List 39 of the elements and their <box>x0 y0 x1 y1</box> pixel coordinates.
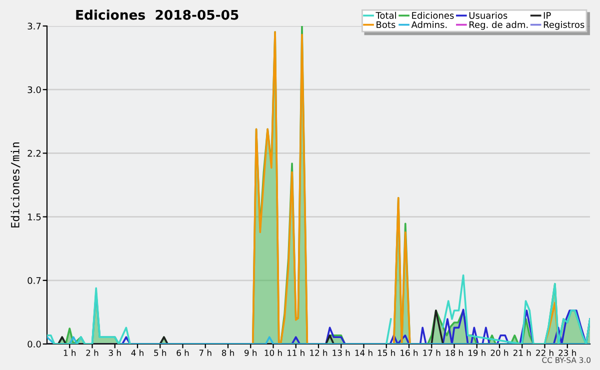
x-tick-label: 4 h <box>131 350 144 356</box>
x-tick-label: 2 h <box>86 350 98 356</box>
x-tick-label: 17 h <box>423 350 440 356</box>
legend-label: Bots <box>376 21 396 28</box>
x-tick-label: 18 h <box>446 350 463 356</box>
y-tick-label: 3.0 <box>28 86 41 94</box>
x-tick-label: 23 h <box>558 350 576 356</box>
chart-title: Ediciones 2018-05-05 <box>76 10 238 20</box>
x-tick-label: 19 h <box>468 350 486 356</box>
x-tick-label: 1 h <box>64 350 76 356</box>
y-tick-label: 2.2 <box>28 150 41 157</box>
legend-label: Ediciones <box>412 12 454 19</box>
x-tick-label: 12 h <box>310 350 328 356</box>
x-tick-label: 16 h <box>400 350 418 356</box>
x-tick-label: 9 h <box>244 350 257 356</box>
y-tick-label: 3.7 <box>28 22 41 30</box>
x-tick-label: 7 h <box>199 350 212 356</box>
legend-label: IP <box>544 12 551 19</box>
y-tick-label: 0.7 <box>28 277 41 284</box>
x-tick-label: 15 h <box>378 350 395 356</box>
x-tick-label: 22 h <box>536 350 554 356</box>
x-tick-label: 6 h <box>176 350 189 356</box>
y-tick-label: 0.0 <box>28 340 41 348</box>
x-tick-label: 8 h <box>222 350 234 356</box>
y-axis-title: Ediciones/min <box>10 142 20 228</box>
y-tick-label: 1.5 <box>28 214 41 220</box>
x-tick-label: 13 h <box>332 350 350 356</box>
legend-label: Usuarios <box>469 12 508 19</box>
x-tick-label: 3 h <box>108 350 121 356</box>
legend-label: Registros <box>544 21 584 30</box>
x-tick-label: 21 h <box>513 350 531 356</box>
legend-label: Reg. de adm. <box>470 21 528 30</box>
x-tick-label: 20 h <box>490 350 508 356</box>
x-tick-label: 11 h <box>288 350 304 356</box>
x-tick-label: 14 h <box>355 350 372 356</box>
legend-label: Admins. <box>411 21 447 28</box>
legend-label: Total <box>376 12 396 19</box>
x-tick-label: 5 h <box>154 350 166 356</box>
x-tick-label: 10 h <box>264 350 282 356</box>
